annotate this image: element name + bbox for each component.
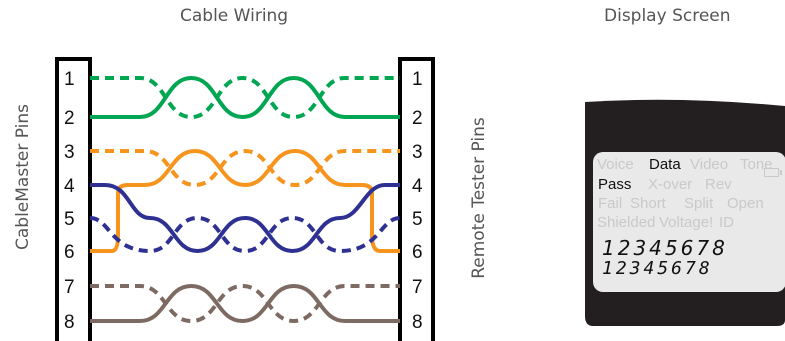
- left-pin-1: 1: [64, 69, 75, 90]
- lcd-video: Video: [690, 156, 729, 173]
- lcd-shielded: Shielded: [597, 214, 656, 231]
- wire-blue-dashed: [89, 215, 401, 254]
- lcd-fail: Fail: [598, 195, 623, 212]
- right-pin-6: 6: [412, 242, 423, 263]
- left-pin-8: 8: [64, 312, 75, 333]
- right-pin-block: [398, 57, 435, 341]
- right-pin-1: 1: [412, 69, 423, 90]
- left-pin-block: [55, 57, 92, 341]
- left-pin-7: 7: [64, 277, 75, 298]
- right-pin-7: 7: [412, 277, 423, 298]
- cable-wiring-title: Cable Wiring: [180, 6, 289, 26]
- lcd-rev: Rev: [705, 176, 732, 193]
- lcd-open: Open: [727, 195, 764, 212]
- left-pin-2: 2: [64, 108, 75, 129]
- wire-blue-solid: [90, 183, 400, 254]
- lcd-voltage: Voltage!: [659, 214, 714, 231]
- wire-green-solid: [90, 75, 400, 120]
- lcd-split: Split: [684, 195, 714, 212]
- right-pin-2: 2: [412, 108, 423, 129]
- wire-brown-solid: [90, 283, 400, 324]
- wire-orange-solid: [90, 148, 400, 253]
- lcd-id: ID: [719, 214, 734, 231]
- lcd-voice: Voice: [597, 156, 634, 173]
- wire-brown-dashed: [90, 283, 400, 324]
- right-pin-4: 4: [412, 176, 423, 197]
- lcd-data: Data: [649, 156, 681, 173]
- right-pin-8: 8: [412, 312, 423, 333]
- lcd-pin-numbers-top: 12345678: [602, 236, 728, 260]
- wire-green-dashed: [90, 75, 400, 120]
- right-pin-5: 5: [412, 209, 423, 230]
- wire-orange-dashed: [90, 148, 400, 188]
- lcd-xover: X-over: [648, 176, 693, 193]
- left-pin-3: 3: [64, 142, 75, 163]
- lcd-short: Short: [630, 195, 666, 212]
- battery-icon: [764, 168, 782, 177]
- left-pin-5: 5: [64, 209, 75, 230]
- left-pin-6: 6: [64, 242, 75, 263]
- right-pin-3: 3: [412, 142, 423, 163]
- left-pin-4: 4: [64, 176, 75, 197]
- lcd-screen: [593, 152, 785, 292]
- lcd-pin-numbers-bottom: 12345678: [602, 258, 713, 279]
- display-screen-title: Display Screen: [604, 6, 731, 26]
- lcd-pass: Pass: [598, 176, 632, 193]
